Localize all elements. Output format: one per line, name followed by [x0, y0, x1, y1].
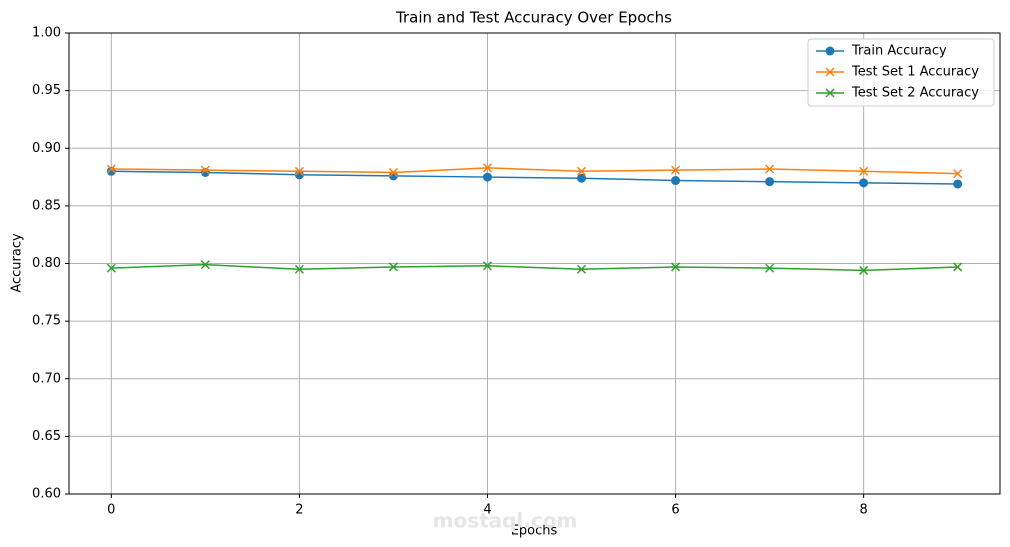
y-axis-label: Accuracy	[10, 233, 25, 293]
y-tick-label: 0.65	[32, 429, 61, 444]
x-tick-label: 4	[483, 503, 491, 518]
point	[953, 179, 963, 189]
point	[388, 167, 398, 177]
point	[765, 177, 775, 187]
y-tick-label: 0.70	[32, 371, 61, 386]
y-tick-label: 0.90	[32, 141, 61, 156]
y-tick-label: 0.60	[32, 487, 61, 502]
point	[859, 265, 869, 275]
legend-marker	[825, 46, 835, 56]
legend-label: Train Accuracy	[851, 44, 947, 59]
point	[200, 165, 210, 175]
point	[953, 169, 963, 179]
point	[482, 163, 493, 173]
y-tick-label: 0.85	[32, 198, 61, 213]
x-tick-label: 2	[295, 503, 303, 518]
point	[859, 178, 869, 188]
point	[671, 262, 681, 272]
point	[953, 262, 963, 272]
point	[576, 166, 587, 176]
series-line	[111, 170, 958, 185]
x-tick-label: 8	[860, 503, 868, 518]
y-tick-label: 0.80	[32, 256, 61, 271]
point	[576, 264, 587, 274]
series-line	[111, 167, 958, 175]
point	[671, 165, 681, 175]
point	[482, 172, 492, 182]
point	[294, 166, 304, 176]
point	[388, 262, 398, 272]
point	[106, 263, 116, 273]
point	[671, 176, 681, 186]
x-axis-label: Epochs	[511, 524, 558, 539]
legend-box	[807, 38, 995, 107]
point	[482, 261, 493, 271]
watermark: mostaql.com	[433, 509, 578, 533]
y-tick-label: 0.95	[32, 83, 61, 98]
x-tick-label: 0	[107, 503, 115, 518]
point	[577, 173, 587, 183]
series-line	[111, 263, 958, 272]
y-tick-label: 0.75	[32, 314, 61, 329]
point	[765, 164, 775, 174]
y-tick-label: 1.00	[32, 26, 61, 41]
legend-label: Test Set 2 Accuracy	[851, 86, 979, 101]
chart-title: Train and Test Accuracy Over Epochs	[395, 9, 672, 27]
legend-marker	[825, 88, 835, 98]
point	[106, 164, 116, 174]
plot-frame	[68, 32, 1001, 495]
legend-marker	[825, 67, 835, 77]
x-tick-label: 6	[671, 503, 679, 518]
point	[765, 263, 775, 273]
point	[294, 264, 304, 274]
point	[859, 166, 869, 176]
point	[200, 260, 210, 270]
legend-label: Test Set 1 Accuracy	[851, 65, 979, 80]
